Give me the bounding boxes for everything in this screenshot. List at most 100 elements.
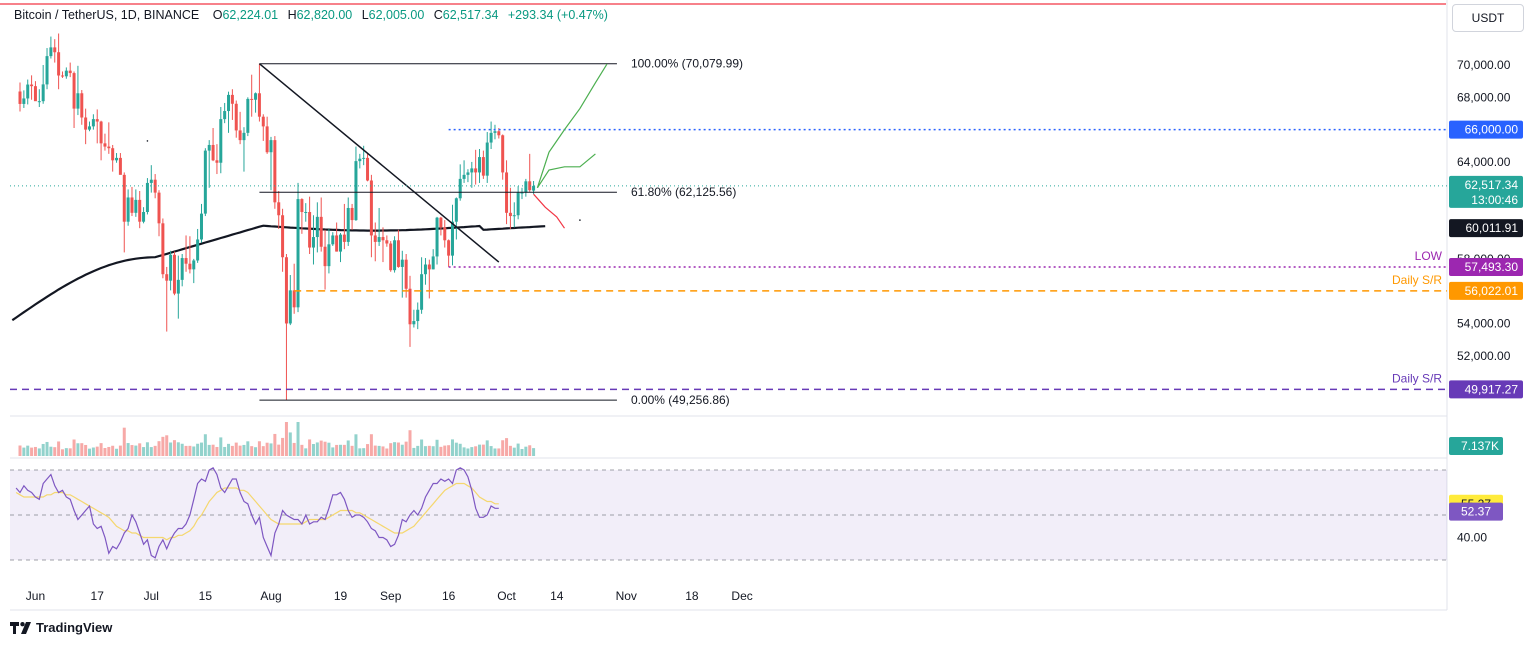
bullish-projection-high bbox=[536, 63, 608, 188]
candle-body bbox=[134, 199, 138, 213]
volume-bar bbox=[242, 444, 246, 456]
candle bbox=[188, 236, 192, 274]
volume-bar bbox=[246, 441, 250, 456]
volume-bar bbox=[199, 442, 203, 456]
high-value: 62,820.00 bbox=[296, 8, 353, 22]
time-tick-label: 17 bbox=[91, 589, 105, 603]
candle bbox=[138, 191, 142, 229]
candle bbox=[389, 241, 393, 272]
candle bbox=[30, 75, 34, 100]
volume-bar bbox=[157, 441, 161, 456]
candle bbox=[300, 198, 304, 234]
candle-body bbox=[532, 185, 536, 191]
volume-bar bbox=[458, 443, 462, 456]
price-badge-bg bbox=[1449, 281, 1523, 300]
candle-body bbox=[33, 86, 37, 102]
tradingview-logo[interactable]: TradingView bbox=[10, 620, 112, 635]
candle-body bbox=[161, 223, 165, 275]
candle-body bbox=[72, 73, 76, 109]
candle bbox=[381, 227, 385, 263]
candle bbox=[211, 128, 215, 162]
candle-body bbox=[95, 119, 99, 122]
volume-bar bbox=[111, 445, 115, 456]
volume-bar bbox=[304, 448, 308, 456]
candle-body bbox=[288, 290, 292, 324]
candle bbox=[215, 144, 219, 175]
countdown-label: 13:00:46 bbox=[1471, 193, 1518, 207]
candle-body bbox=[157, 192, 161, 224]
candle bbox=[192, 258, 196, 284]
candle bbox=[512, 202, 516, 228]
candle-body bbox=[311, 237, 315, 248]
candle-body bbox=[335, 235, 339, 252]
time-tick-label: Oct bbox=[497, 589, 516, 603]
time-tick-label: 18 bbox=[685, 589, 699, 603]
volume-bar bbox=[454, 442, 458, 456]
currency-button[interactable]: USDT bbox=[1452, 4, 1524, 32]
volume-bar bbox=[30, 447, 34, 456]
volume-bar bbox=[369, 434, 373, 456]
last-price-badge-bg bbox=[1449, 175, 1523, 208]
volume-bar bbox=[296, 422, 300, 456]
volume-bar bbox=[95, 446, 99, 456]
volume-bar bbox=[207, 444, 211, 456]
candle-body bbox=[454, 198, 458, 222]
volume-bar bbox=[346, 440, 350, 456]
candle bbox=[130, 186, 134, 217]
volume-bar bbox=[408, 430, 412, 456]
volume-bar bbox=[26, 445, 30, 456]
volume-bar bbox=[122, 427, 126, 456]
rsi-tick-label: 40.00 bbox=[1457, 531, 1487, 545]
time-tick-label: 16 bbox=[442, 589, 456, 603]
volume-bar bbox=[281, 437, 285, 456]
candle-body bbox=[342, 234, 346, 242]
candle bbox=[393, 236, 397, 273]
candle-body bbox=[284, 257, 288, 324]
volume-bar bbox=[493, 448, 497, 456]
candle bbox=[246, 97, 250, 137]
candle-body bbox=[118, 157, 122, 175]
candle-body bbox=[416, 309, 420, 322]
symbol-label[interactable]: Bitcoin / TetherUS, 1D, BINANCE bbox=[14, 8, 200, 22]
candle-body bbox=[107, 146, 111, 149]
ma-badge-label: 60,011.91 bbox=[1466, 221, 1519, 235]
candle bbox=[68, 62, 72, 78]
volume-bar bbox=[68, 448, 72, 456]
tradingview-logo-icon bbox=[10, 621, 31, 634]
candle bbox=[142, 207, 146, 224]
candle bbox=[107, 122, 111, 154]
candle bbox=[408, 275, 412, 347]
volume-bar bbox=[404, 441, 408, 456]
candle-body bbox=[400, 259, 404, 267]
candle-body bbox=[234, 103, 238, 131]
volume-bar bbox=[331, 447, 335, 456]
candle bbox=[331, 232, 335, 246]
candle bbox=[254, 92, 258, 113]
volume-bar bbox=[223, 446, 227, 456]
volume-bar bbox=[505, 438, 509, 456]
volume-bar bbox=[350, 445, 354, 456]
candle-body bbox=[207, 144, 211, 151]
candle-body bbox=[18, 91, 22, 104]
candle-body bbox=[524, 181, 528, 193]
volume-bar bbox=[145, 442, 149, 456]
candle bbox=[423, 258, 427, 285]
candle-body bbox=[37, 101, 41, 103]
candle bbox=[339, 233, 343, 263]
volume-bar bbox=[288, 432, 292, 456]
candle-body bbox=[242, 132, 246, 141]
candle bbox=[37, 89, 41, 108]
candle bbox=[26, 79, 30, 105]
candle bbox=[242, 127, 246, 172]
time-tick-label: 14 bbox=[550, 589, 564, 603]
candle-body bbox=[474, 168, 478, 173]
candle bbox=[118, 153, 122, 175]
volume-bar bbox=[261, 446, 265, 456]
price-tick-label: 70,000.00 bbox=[1457, 58, 1511, 72]
candle-body bbox=[91, 119, 95, 127]
time-tick-label: 19 bbox=[334, 589, 348, 603]
candle-body bbox=[180, 258, 184, 280]
volume-bar bbox=[478, 444, 482, 456]
trendline bbox=[258, 63, 500, 263]
